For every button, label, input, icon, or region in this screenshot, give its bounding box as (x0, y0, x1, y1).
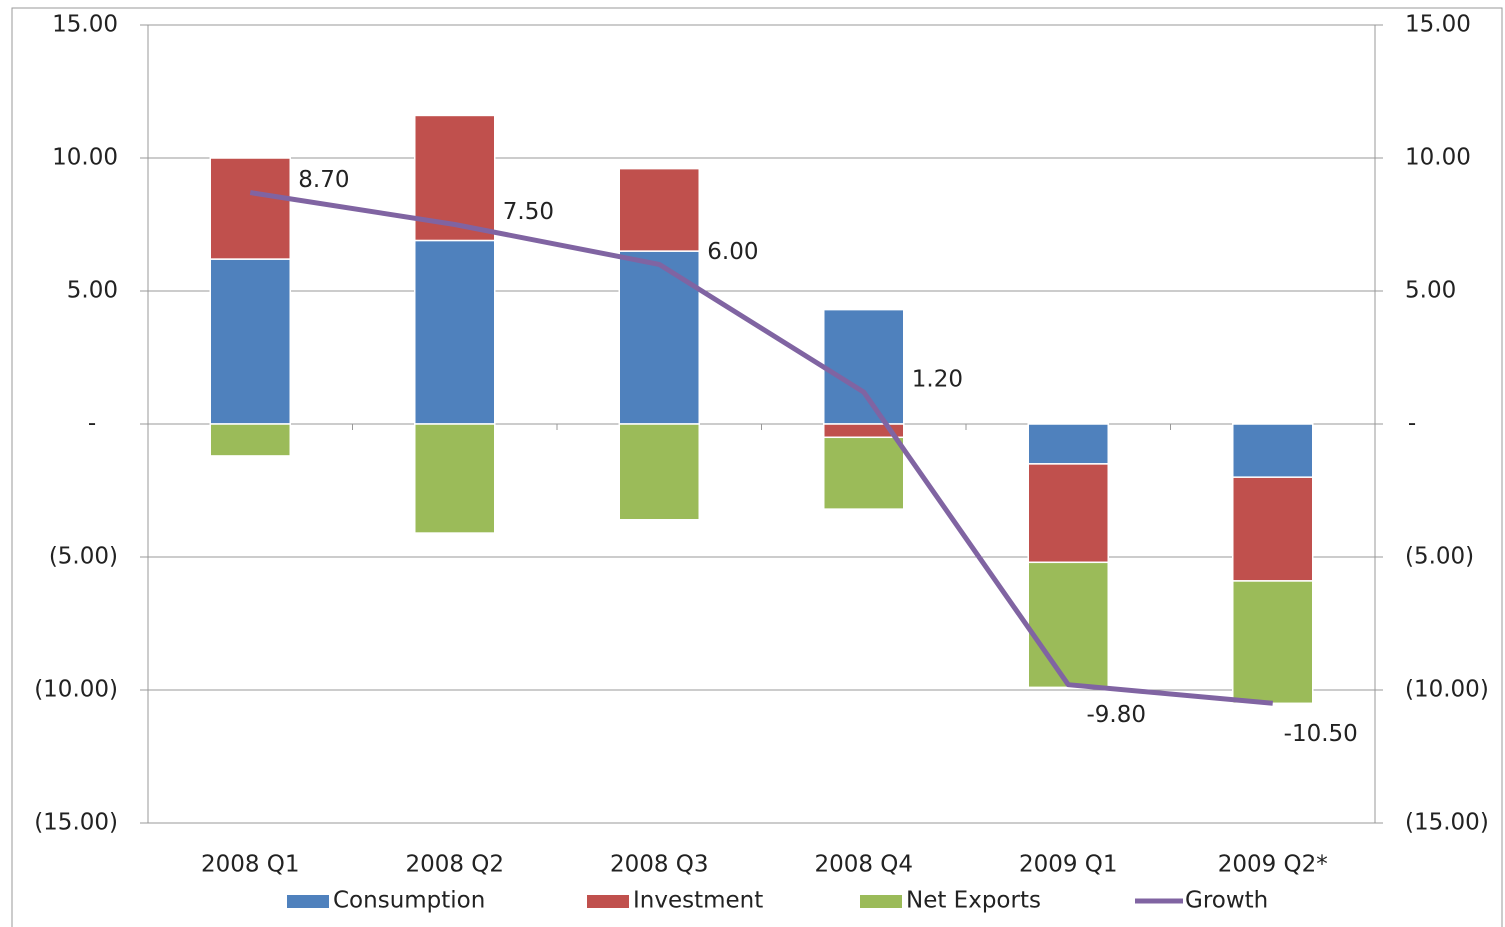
legend-label: Consumption (333, 888, 485, 914)
value-label: 8.70 (298, 167, 349, 193)
legend-label: Investment (633, 888, 763, 914)
legend-label: Net Exports (906, 888, 1041, 914)
bar-segment (414, 423, 496, 534)
y2-tick-label: (5.00) (1405, 544, 1474, 570)
bar-segment (1027, 561, 1109, 689)
value-label: 1.20 (912, 367, 963, 393)
growth-line (249, 190, 1273, 706)
y2-tick-label: 10.00 (1405, 145, 1471, 171)
legend-swatch (587, 895, 629, 908)
legend-label: Growth (1185, 888, 1268, 914)
value-label: 7.50 (503, 199, 554, 225)
bar-segment (1027, 423, 1109, 465)
bar-segment (1232, 423, 1314, 478)
x-tick-label: 2008 Q4 (814, 852, 913, 878)
bar-segment (1232, 476, 1314, 582)
value-label: -9.80 (1086, 702, 1146, 728)
value-label: -10.50 (1284, 721, 1358, 747)
bar-segment (1027, 463, 1109, 564)
x-tick-label: 2009 Q1 (1019, 852, 1118, 878)
bar-segment (618, 423, 700, 521)
bar-segment (209, 258, 291, 425)
y-tick-label: - (88, 411, 96, 437)
x-tick-label: 2009 Q2* (1218, 852, 1328, 878)
legend-swatch (287, 895, 329, 908)
y-tick-label: (10.00) (34, 677, 118, 703)
legend-swatch (860, 895, 902, 908)
bar-segment (1232, 580, 1314, 705)
y2-tick-label: 5.00 (1405, 278, 1456, 304)
bar-segment (209, 157, 291, 260)
x-tick-label: 2008 Q3 (610, 852, 709, 878)
value-label: 6.00 (707, 239, 758, 265)
bar-segment (618, 167, 700, 252)
y2-tick-label: - (1408, 411, 1416, 437)
y-tick-label: 5.00 (67, 278, 118, 304)
y-tick-label: (15.00) (34, 810, 118, 836)
y-tick-label: (5.00) (49, 544, 118, 570)
x-tick-label: 2008 Q1 (201, 852, 300, 878)
bar-segment (414, 239, 496, 425)
bar-segment (823, 436, 905, 510)
y2-tick-label: (10.00) (1405, 677, 1489, 703)
y2-tick-label: (15.00) (1405, 810, 1489, 836)
bar-segment (209, 423, 291, 457)
y-tick-label: 10.00 (52, 145, 118, 171)
y-tick-label: 15.00 (52, 12, 118, 38)
bar-segment (618, 250, 700, 425)
chart-frame (11, 7, 1503, 927)
bar-segment (823, 308, 905, 425)
x-tick-label: 2008 Q2 (405, 852, 504, 878)
y2-tick-label: 15.00 (1405, 12, 1471, 38)
